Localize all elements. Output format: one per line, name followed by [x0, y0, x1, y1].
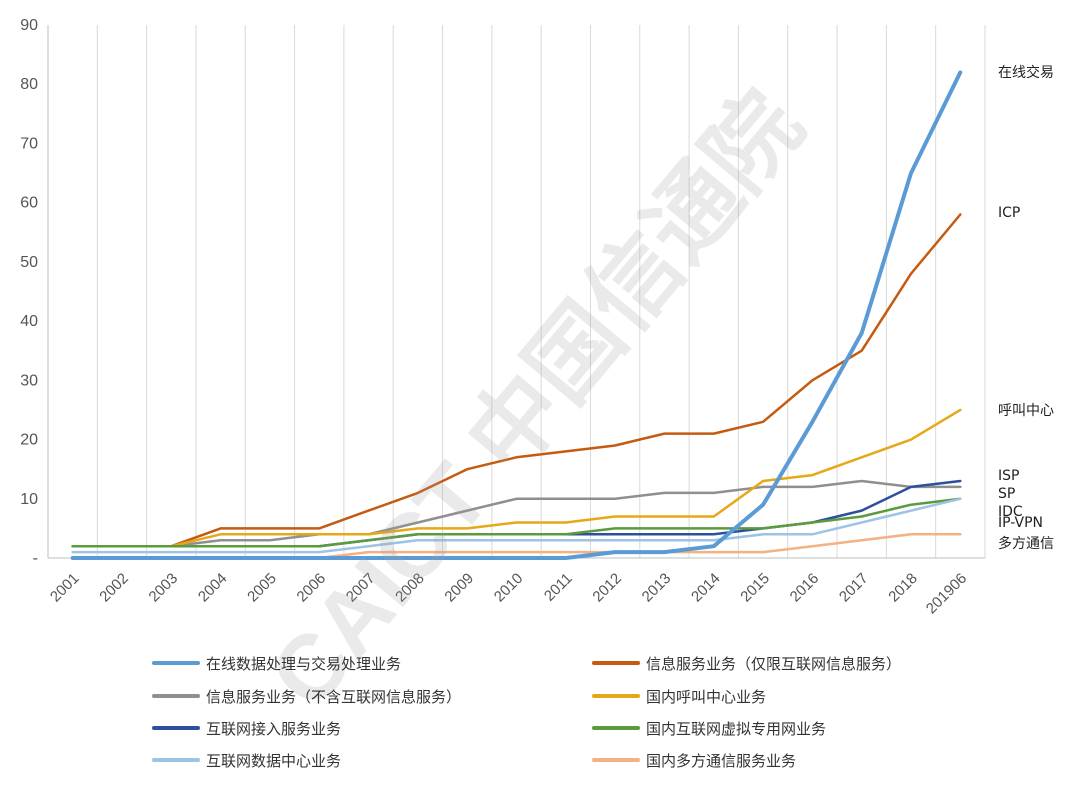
x-tick-label: 2005 — [244, 570, 280, 606]
x-tick-label: 2011 — [541, 570, 576, 605]
x-tick-label: 2002 — [96, 570, 132, 606]
end-label: 多方通信 — [998, 536, 1054, 553]
end-label: ISP — [998, 468, 1020, 485]
series-line — [71, 479, 962, 548]
end-label: ICP — [998, 204, 1021, 221]
x-tick-label: 2018 — [885, 570, 921, 606]
grid-lines — [47, 25, 986, 558]
x-tick-label: 2017 — [836, 570, 872, 606]
y-tick-label: 20 — [20, 432, 38, 449]
series-line — [71, 479, 962, 548]
series-line — [70, 70, 963, 560]
x-tick-label: 2015 — [737, 570, 773, 606]
series-line — [71, 497, 962, 548]
y-tick-labels: 90 80 70 60 50 40 30 20 10 - — [20, 17, 38, 567]
x-tick-label: 2007 — [343, 570, 379, 606]
x-tick-labels: 2001 2002 2003 2004 2005 2006 2007 2008 2009 2010… — [47, 570, 970, 617]
series-line — [71, 213, 962, 548]
end-label: 在线交易 — [998, 65, 1054, 82]
y-tick-label: 10 — [20, 491, 38, 508]
x-tick-label: 2016 — [787, 570, 823, 606]
y-tick-label: 70 — [20, 135, 38, 152]
axes — [47, 25, 985, 559]
x-tick-label: 201906 — [923, 570, 970, 617]
x-tick-label: 2004 — [195, 570, 231, 606]
end-label: IP-VPN — [998, 515, 1043, 532]
y-tick-label: 80 — [20, 76, 38, 93]
series-line — [71, 497, 962, 554]
x-tick-label: 2008 — [392, 570, 428, 606]
x-tick-label: 2014 — [688, 570, 724, 606]
y-tick-label: 60 — [20, 195, 38, 212]
end-label: IDC — [998, 503, 1023, 520]
series-lines — [70, 70, 963, 560]
end-label: 呼叫中心 — [998, 402, 1054, 419]
y-tick-label: 50 — [20, 254, 38, 271]
y-tick-label: - — [33, 550, 38, 567]
end-label: SP — [998, 485, 1016, 502]
x-tick-label: 2013 — [639, 570, 675, 606]
y-tick-label: 40 — [20, 313, 38, 330]
series-line — [71, 408, 962, 548]
x-tick-label: 2010 — [491, 570, 527, 606]
x-tick-label: 2003 — [146, 570, 182, 606]
y-tick-label: 90 — [20, 17, 38, 34]
x-tick-label: 2012 — [589, 570, 625, 606]
x-tick-label: 2009 — [441, 570, 477, 606]
y-tick-label: 30 — [20, 372, 38, 389]
x-tick-label: 2001 — [47, 570, 83, 606]
x-tick-label: 2006 — [294, 570, 330, 606]
